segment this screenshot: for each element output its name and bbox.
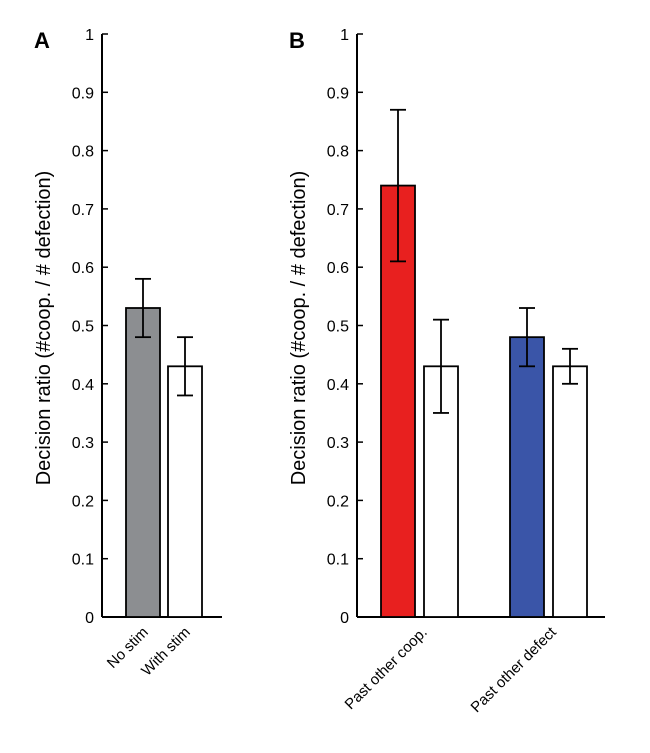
panel-b-letter: B: [289, 28, 305, 53]
panel-a-y-tick-label: 0.1: [72, 552, 94, 569]
panel-b-y-tick-label: 0.7: [327, 202, 349, 219]
panel-b-y-tick-label: 0.3: [327, 435, 349, 452]
panel-b-y-tick-label: 0.8: [327, 144, 349, 161]
panel-a-y-tick-label: 0.5: [72, 319, 94, 336]
panel-a-ticks: 0 0.1 0.2 0.3 0.4 0.5 0.6 0.7 0.8 0.9 1: [72, 27, 108, 627]
panel-a-y-tick-label: 0.3: [72, 435, 94, 452]
panel-b-y-tick-label: 0.6: [327, 260, 349, 277]
panel-b-bar: [509, 336, 545, 618]
panel-a-bar: [167, 365, 203, 618]
panel-a-y-tick-label: 0.8: [72, 144, 94, 161]
panel-a: A Decision ratio (#coop. / # defection) …: [33, 27, 222, 679]
panel-b-bars: [380, 108, 588, 618]
panel-b-y-tick-label: 0.2: [327, 493, 349, 510]
panel-b-y-tick-label: 0.1: [327, 552, 349, 569]
panel-b-category-labels: Past other coop. Past other defect: [342, 623, 561, 716]
panel-b-y-tick-label: 1: [340, 27, 349, 44]
panel-b-y-axis-title: Decision ratio (#coop. / # defection): [288, 171, 310, 486]
panel-b-y-tick-label: 0.4: [327, 377, 349, 394]
panel-b-y-tick-label: 0: [340, 610, 349, 627]
panel-a-bars: [125, 277, 203, 618]
panel-b-group-label: Past other defect: [468, 623, 561, 716]
panel-a-y-tick-label: 0: [85, 610, 94, 627]
panel-a-letter: A: [34, 28, 50, 53]
panel-b-bar: [380, 184, 416, 618]
panel-a-bar: [125, 307, 161, 618]
panel-a-y-axis-title: Decision ratio (#coop. / # defection): [33, 171, 55, 486]
panel-a-y-tick-label: 0.2: [72, 493, 94, 510]
panel-a-y-tick-label: 0.7: [72, 202, 94, 219]
panel-a-y-tick-label: 1: [85, 27, 94, 44]
panel-b-ticks: 0 0.1 0.2 0.3 0.4 0.5 0.6 0.7 0.8 0.9 1: [327, 27, 363, 627]
panel-a-y-tick-label: 0.9: [72, 85, 94, 102]
panel-a-y-tick-label: 0.4: [72, 377, 94, 394]
panel-b-bar: [552, 365, 588, 618]
panel-b: B Decision ratio (#coop. / # defection) …: [288, 27, 605, 716]
panel-b-y-tick-label: 0.5: [327, 319, 349, 336]
panel-b-y-tick-label: 0.9: [327, 85, 349, 102]
panel-a-y-tick-label: 0.6: [72, 260, 94, 277]
panel-b-group-label: Past other coop.: [342, 624, 431, 713]
